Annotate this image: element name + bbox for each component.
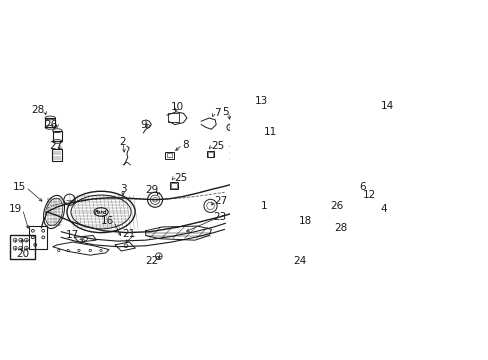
- Text: 26: 26: [329, 201, 343, 211]
- Text: 17: 17: [65, 230, 79, 240]
- Text: 7: 7: [213, 108, 220, 118]
- Text: 8: 8: [182, 140, 188, 150]
- Bar: [10, 235, 35, 259]
- Text: 20: 20: [16, 249, 29, 259]
- Bar: [166, 153, 172, 157]
- Text: 26: 26: [44, 120, 57, 130]
- Text: 11: 11: [264, 127, 277, 137]
- Text: 10: 10: [171, 102, 184, 112]
- Bar: [52, 149, 62, 161]
- Text: 18: 18: [298, 216, 311, 226]
- Text: 24: 24: [293, 256, 306, 266]
- Text: 6: 6: [359, 182, 366, 192]
- Text: 28: 28: [31, 105, 44, 116]
- Text: 9: 9: [140, 120, 146, 130]
- Bar: [165, 152, 174, 159]
- Text: 25: 25: [174, 173, 187, 183]
- Bar: [168, 113, 178, 122]
- Text: 1: 1: [260, 201, 267, 211]
- Text: 3: 3: [120, 184, 126, 194]
- Text: 29: 29: [145, 185, 159, 195]
- Bar: [207, 152, 213, 157]
- Text: 4: 4: [380, 204, 386, 214]
- Text: 27: 27: [213, 196, 226, 206]
- Text: 2: 2: [119, 138, 126, 147]
- Text: 27: 27: [49, 141, 62, 151]
- Text: 13: 13: [254, 96, 267, 106]
- Text: 21: 21: [122, 229, 135, 239]
- Text: 23: 23: [213, 212, 226, 222]
- Bar: [170, 183, 177, 189]
- Text: 14: 14: [380, 101, 393, 111]
- Text: 15: 15: [13, 182, 26, 192]
- Text: 19: 19: [9, 204, 22, 214]
- Text: 12: 12: [362, 190, 375, 200]
- Text: 25: 25: [211, 141, 224, 151]
- Text: 28: 28: [334, 223, 347, 233]
- Bar: [29, 226, 47, 249]
- Bar: [206, 151, 214, 157]
- Text: 5: 5: [222, 107, 228, 117]
- Bar: [171, 183, 176, 188]
- Text: Ford: Ford: [95, 210, 107, 215]
- Text: 22: 22: [145, 256, 159, 266]
- Text: 16: 16: [100, 216, 114, 226]
